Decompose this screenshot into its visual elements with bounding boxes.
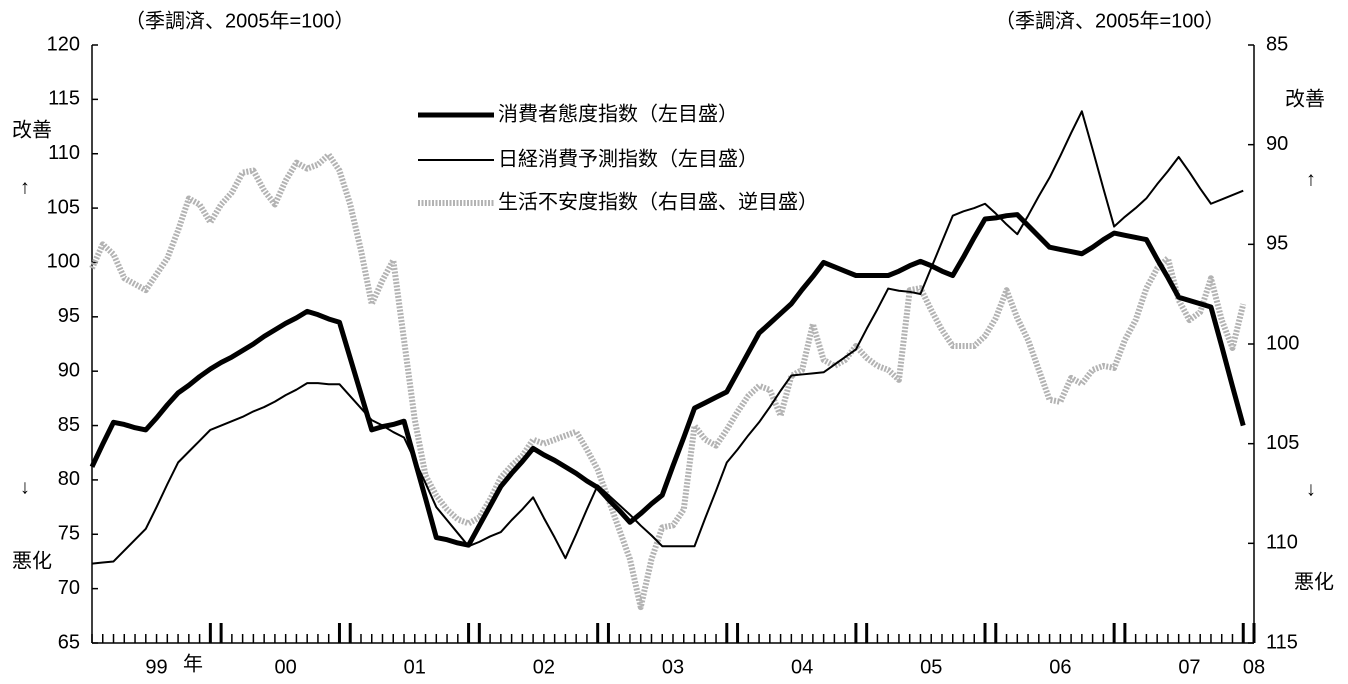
x-tick-label: 06 — [1049, 656, 1071, 678]
y2-tick-label: 110 — [1266, 532, 1298, 554]
y-tick-label: 80 — [58, 468, 80, 490]
x-tick-label: 03 — [662, 656, 684, 678]
y2-tick-label: 85 — [1266, 33, 1288, 55]
x-tick-label: 04 — [791, 656, 813, 678]
x-tick-label: 05 — [920, 656, 942, 678]
x-tick-label: 07 — [1178, 656, 1200, 678]
y2-tick-label: 95 — [1266, 233, 1288, 255]
y-tick-label: 115 — [48, 88, 80, 110]
y2-up-arrow: ↑ — [1306, 168, 1316, 190]
y-tick-label: 85 — [58, 414, 80, 436]
y-tick-label: 70 — [58, 577, 80, 599]
y-tick-label: 75 — [58, 523, 80, 545]
x-tick-label: 00 — [275, 656, 297, 678]
y-up-arrow: ↑ — [20, 176, 30, 198]
y-tick-label: 65 — [58, 631, 80, 653]
x-tick-label: 02 — [533, 656, 555, 678]
y2-tick-label: 90 — [1266, 133, 1288, 155]
y-tick-label: 90 — [58, 359, 80, 381]
series-line — [91, 110, 1244, 565]
y2-tick-label: 100 — [1266, 332, 1299, 354]
y-tick-label: 110 — [48, 142, 80, 164]
x-unit-label: 年 — [183, 652, 203, 675]
y-tick-label: 105 — [47, 196, 80, 218]
y-tick-label: 95 — [58, 305, 80, 327]
series-line — [89, 151, 1247, 611]
y2-unit-label: （季調済、2005年=100） — [995, 9, 1225, 32]
x-tick-label: 99 — [145, 656, 167, 678]
y-tick-label: 120 — [47, 33, 80, 55]
legend-label: 消費者態度指数（左目盛） — [498, 102, 738, 125]
y-down-label: 悪化 — [12, 549, 52, 572]
x-tick-label: 01 — [404, 656, 426, 678]
y2-tick-label: 115 — [1266, 631, 1298, 653]
y2-down-label: 悪化 — [1294, 570, 1334, 593]
series-line — [89, 212, 1246, 548]
legend-label: 日経消費予測指数（左目盛） — [498, 147, 758, 170]
y-up-label: 改善 — [12, 118, 52, 141]
y-unit-label: （季調済、2005年=100） — [125, 9, 355, 32]
y2-up-label: 改善 — [1285, 87, 1325, 110]
legend-label: 生活不安度指数（右目盛、逆目盛） — [498, 190, 818, 213]
y2-down-arrow: ↓ — [1306, 478, 1316, 500]
y-tick-label: 100 — [47, 251, 80, 273]
y2-tick-label: 105 — [1266, 432, 1299, 454]
x-tick-label: 08 — [1243, 656, 1265, 678]
y-down-arrow: ↓ — [20, 476, 30, 498]
